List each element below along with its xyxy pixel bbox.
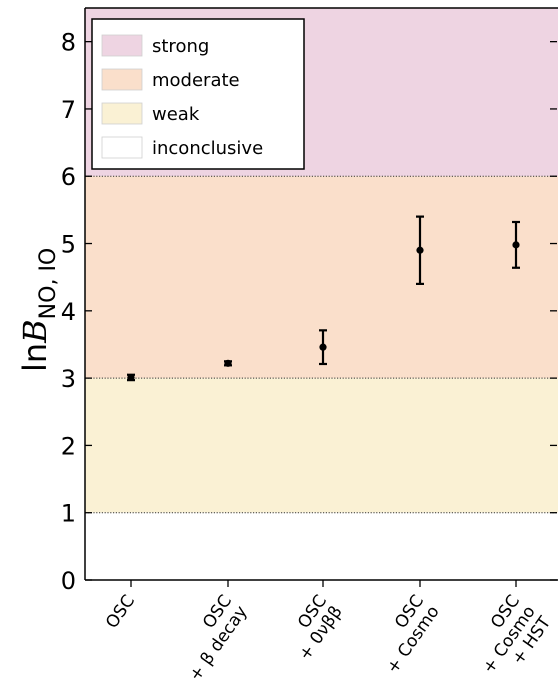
data-point-5 xyxy=(512,220,520,269)
point-marker xyxy=(127,373,135,382)
data-point-4 xyxy=(416,215,424,286)
y-axis-label-symbol: B xyxy=(16,319,54,344)
legend-swatch-moderate xyxy=(101,68,143,91)
legend-label-moderate: moderate xyxy=(152,70,240,91)
point-marker xyxy=(224,359,232,367)
y-tick-label: 7 xyxy=(61,96,76,124)
band-inconclusive xyxy=(85,512,558,580)
legend-swatch-inconclusive xyxy=(101,136,143,159)
y-tick-label: 5 xyxy=(61,231,76,259)
legend: strong moderate weak inconclusive xyxy=(91,18,305,170)
y-tick-label: 1 xyxy=(61,500,76,528)
x-category-label: OSC+ 0νββ xyxy=(294,591,347,664)
legend-label-inconclusive: inconclusive xyxy=(152,138,263,159)
y-tick-label: 0 xyxy=(61,567,76,595)
y-axis-label-prefix: ln xyxy=(16,343,54,372)
data-point-3 xyxy=(319,329,327,366)
point-marker xyxy=(319,343,327,351)
x-category-label: OSC+ β decay xyxy=(185,591,251,685)
point-marker xyxy=(416,246,424,254)
data-point-2 xyxy=(224,359,232,367)
x-category-label: OSC xyxy=(102,591,139,632)
legend-swatch-weak xyxy=(101,102,143,125)
y-tick-label: 6 xyxy=(61,163,76,191)
x-category-label: OSC+ Cosmo xyxy=(383,591,444,677)
x-category-label: OSC+ Cosmo+ HST xyxy=(479,591,556,677)
data-point-1 xyxy=(127,373,135,382)
legend-label-strong: strong xyxy=(152,36,209,57)
y-tick-label: 2 xyxy=(61,432,76,460)
legend-label-weak: weak xyxy=(152,104,200,125)
y-tick-label: 4 xyxy=(61,298,76,326)
legend-swatch-strong xyxy=(101,34,143,57)
band-weak xyxy=(85,378,558,513)
y-tick-label: 3 xyxy=(61,365,76,393)
y-axis-label: lnBNO, IO xyxy=(16,248,61,372)
point-marker xyxy=(512,241,520,249)
x-category-line: OSC xyxy=(102,591,139,632)
y-tick-label: 8 xyxy=(61,29,76,57)
y-axis-label-subscript: NO, IO xyxy=(36,248,61,320)
